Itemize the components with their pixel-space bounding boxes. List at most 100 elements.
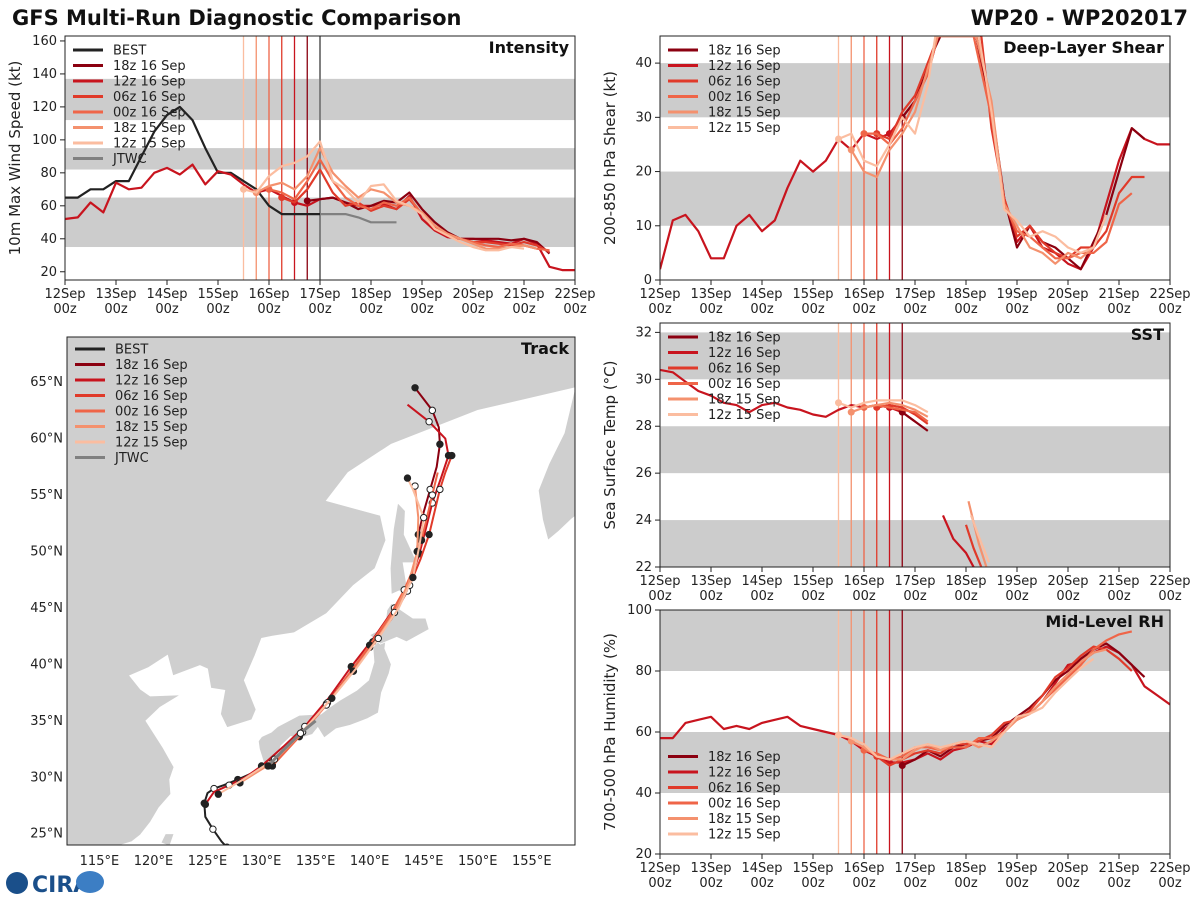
series-line-18z-16-sep [901,642,1146,767]
series-line-12z-15-sep [243,140,525,252]
x-tick-label-day: 15Sep [792,861,833,876]
legend-entry: 12z 15 Sep [708,828,781,843]
x-tick-label-day: 15Sep [792,574,833,589]
x-tick-label-day: 13Sep [95,287,136,302]
y-tick-label: 30 [635,110,652,125]
y-tick-label: 140 [32,67,57,82]
y-tick-label: 160 [32,34,57,49]
legend-entry: 12z 16 Sep [708,346,781,361]
x-tick-label-day: 22Sep [1149,574,1190,589]
x-tick-label-hour: 00z [104,302,128,317]
y-tick-label: 10 [635,219,652,234]
x-tick-label-day: 14Sep [741,287,782,302]
track-position-marker [403,474,412,482]
x-tick-label-day: 19Sep [996,574,1037,589]
land-mass [67,337,575,845]
x-tick-label-day: 17Sep [894,574,935,589]
init-point-marker [898,762,906,770]
x-tick-label-hour: 00z [359,302,383,317]
reference-band [660,332,1170,380]
legend-entry: 12z 16 Sep [708,766,781,781]
x-tick-label-day: 16Sep [248,287,289,302]
track-position-marker [419,513,428,522]
reference-band [660,171,1170,226]
x-tick-label-hour: 00z [1107,302,1131,317]
x-tick-label-hour: 00z [954,876,978,891]
x-tick-label-day: 15Sep [197,287,238,302]
x-tick-label-hour: 00z [1005,589,1029,604]
y-axis-label: Sea Surface Temp (°C) [601,360,619,529]
series-line-jtwc [320,213,397,224]
track-position-marker [425,530,433,539]
x-tick-label-hour: 00z [206,302,230,317]
x-tick-label-day: 16Sep [843,861,884,876]
legend-entry: 00z 16 Sep [708,797,781,812]
track-line-jtwc [266,719,317,768]
x-tick-label-day: 21Sep [1098,287,1139,302]
legend-entry: 18z 16 Sep [708,44,781,59]
legend-entry: 12z 15 Sep [708,408,781,423]
x-tick-label-hour: 00z [852,302,876,317]
y-tick-label: 20 [635,165,652,180]
map-frame [66,336,576,846]
plot-content [660,323,991,567]
series-line-12z-16-sep [941,514,975,567]
land-mass [368,602,430,645]
track-position-marker [428,406,437,415]
x-tick-label-hour: 00z [1107,876,1131,891]
track-position-marker [374,634,382,643]
x-tick-label-hour: 00z [563,302,587,317]
latitude-label: 40°N [30,657,63,672]
y-tick-label: 32 [635,325,652,340]
y-tick-label: 20 [40,265,57,280]
x-tick-label-day: 19Sep [996,287,1037,302]
cira-logo-swirl-icon [76,871,104,893]
figure-title: GFS Multi-Run Diagnostic Comparison [12,6,461,30]
x-tick-label-hour: 00z [852,589,876,604]
x-tick-label-day: 17Sep [894,287,935,302]
series-line-06z-16-sep [876,36,1145,260]
x-tick-label-day: 12Sep [639,574,680,589]
x-tick-label-day: 20Sep [1047,287,1088,302]
y-tick-label: 26 [635,466,652,481]
reference-band [660,426,1170,474]
track-position-marker [214,790,223,798]
init-point-marker [835,399,842,407]
y-tick-label: 40 [635,56,652,71]
y-tick-label: 60 [635,725,652,740]
y-tick-label: 80 [635,664,652,679]
panel-title: Deep-Layer Shear [1003,38,1164,57]
panel-title: Track [521,339,569,358]
x-tick-label-day: 17Sep [894,861,935,876]
x-tick-label-day: 21Sep [503,287,544,302]
series-line-00z-16-sep [268,158,550,252]
track-position-marker [409,573,417,582]
cira-logo-globe-icon [6,872,28,894]
x-tick-label-hour: 00z [954,589,978,604]
x-tick-label-hour: 00z [648,876,672,891]
x-tick-label-day: 17Sep [299,287,340,302]
x-tick-label-day: 13Sep [690,574,731,589]
x-tick-label-hour: 00z [1056,589,1080,604]
init-point-marker [847,146,855,154]
x-tick-label-day: 15Sep [792,287,833,302]
x-tick-label-day: 12Sep [44,287,85,302]
legend-entry: 00z 16 Sep [708,377,781,392]
longitude-label: 140°E [350,854,390,869]
land-mass [537,387,575,541]
longitude-label: 115°E [80,854,120,869]
track-position-marker [428,491,437,499]
init-point-marker [860,130,868,138]
latitude-label: 25°N [30,827,63,842]
map-content [67,337,575,845]
longitude-label: 120°E [134,854,174,869]
x-tick-label-day: 20Sep [452,287,493,302]
track-position-marker [201,800,210,809]
x-tick-label-hour: 00z [1158,589,1182,604]
panel-title: Intensity [489,38,570,57]
land-mass [160,833,175,845]
series-line-12z-15-sep [838,399,929,414]
x-tick-label-hour: 00z [410,302,434,317]
